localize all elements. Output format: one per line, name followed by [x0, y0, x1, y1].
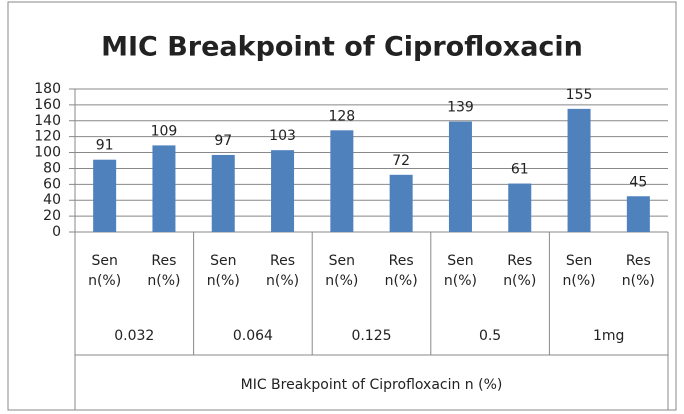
group-label: 0.032: [114, 328, 155, 344]
y-tick-label: 80: [43, 160, 61, 176]
x-tick-label: Sen n(%): [443, 253, 477, 289]
y-tick-label: 0: [52, 224, 61, 240]
bar: [211, 154, 235, 232]
data-label: 155: [566, 87, 593, 103]
bar: [508, 183, 532, 232]
x-tick-label: Res n(%): [147, 253, 181, 289]
data-label: 72: [392, 153, 410, 169]
x-axis-title: MIC Breakpoint of Ciprofloxacin n (%): [240, 377, 503, 393]
bar: [271, 150, 295, 232]
data-label: 45: [629, 174, 647, 190]
bar: [389, 174, 413, 232]
group-label: 0.125: [351, 328, 392, 344]
x-tick-label: Res n(%): [503, 253, 537, 289]
y-tick-label: 180: [34, 81, 61, 97]
x-tick-label: Res n(%): [384, 253, 418, 289]
y-tick-label: 140: [34, 113, 61, 129]
data-label: 128: [328, 108, 355, 124]
data-label: 61: [511, 162, 529, 178]
group-label: 0.064: [232, 328, 273, 344]
x-tick-label: Sen n(%): [325, 253, 359, 289]
x-tick-label: Sen n(%): [562, 253, 596, 289]
data-label: 139: [447, 100, 474, 116]
y-tick-label: 100: [34, 145, 61, 161]
x-tick-label: Sen n(%): [88, 253, 122, 289]
y-tick-label: 120: [34, 129, 61, 145]
data-label: 109: [151, 123, 178, 139]
y-tick-label: 20: [43, 208, 61, 224]
x-tick-label: Res n(%): [265, 253, 300, 289]
bar: [626, 196, 650, 232]
bar: [567, 108, 591, 232]
bar: [93, 159, 117, 232]
bar: [152, 145, 176, 232]
data-label: 103: [269, 128, 296, 144]
group-label: 0.5: [478, 328, 502, 344]
x-tick-label: Res n(%): [621, 253, 655, 289]
data-label: 97: [214, 133, 232, 149]
group-label: 1mg: [592, 328, 625, 344]
y-tick-label: 40: [43, 192, 61, 208]
y-tick-label: 60: [43, 176, 61, 192]
x-tick-label: Sen n(%): [206, 253, 240, 289]
y-tick-label: 160: [34, 97, 61, 113]
bar: [448, 121, 472, 232]
data-label: 91: [96, 138, 114, 154]
chart-title: MIC Breakpoint of Ciprofloxacin: [101, 32, 583, 63]
bar: [330, 130, 354, 232]
